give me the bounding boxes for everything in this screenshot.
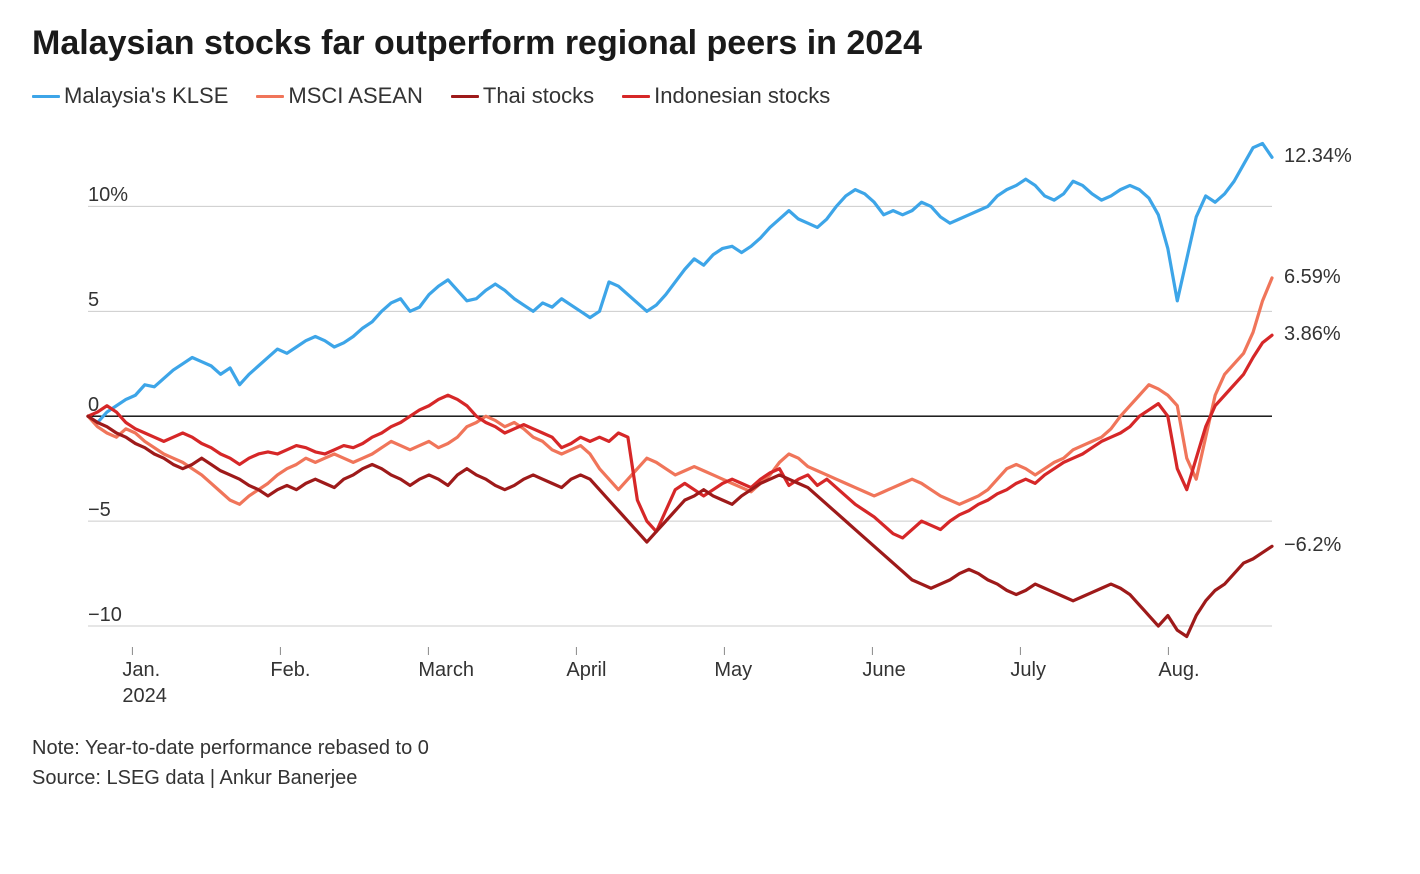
y-axis-tick-label: −10 — [88, 604, 122, 627]
y-axis-tick-label: 0 — [88, 394, 99, 417]
y-axis-tick-label: 10% — [88, 184, 128, 207]
x-axis-year-label: 2024 — [122, 685, 167, 708]
legend-item: MSCI ASEAN — [256, 83, 422, 109]
legend-label: Malaysia's KLSE — [64, 83, 228, 109]
series-end-label: 12.34% — [1284, 145, 1352, 168]
footer-note: Note: Year-to-date performance rebased t… — [32, 733, 1388, 763]
x-axis-month-label: Feb. — [270, 659, 310, 682]
y-axis-tick-label: 5 — [88, 289, 99, 312]
x-axis-month-label: May — [714, 659, 752, 682]
x-axis-month-label: April — [566, 659, 606, 682]
y-axis-tick-label: −5 — [88, 499, 111, 522]
x-axis-month-label: June — [862, 659, 905, 682]
legend-label: Indonesian stocks — [654, 83, 830, 109]
legend-swatch — [256, 95, 284, 98]
chart-legend: Malaysia's KLSE MSCI ASEAN Thai stocks Indo… — [32, 83, 1388, 109]
legend-item: Malaysia's KLSE — [32, 83, 228, 109]
series-end-label: −6.2% — [1284, 534, 1341, 557]
x-axis-month-label: Jan. — [122, 659, 160, 682]
legend-item: Indonesian stocks — [622, 83, 830, 109]
x-axis-month-label: Aug. — [1158, 659, 1199, 682]
legend-swatch — [32, 95, 60, 98]
x-axis-month-label: July — [1010, 659, 1046, 682]
series-line — [88, 278, 1272, 504]
legend-label: Thai stocks — [483, 83, 594, 109]
line-chart — [32, 117, 1388, 717]
x-axis-month-label: March — [418, 659, 474, 682]
series-line — [88, 143, 1272, 422]
footer-source: Source: LSEG data | Ankur Banerjee — [32, 763, 1388, 793]
legend-item: Thai stocks — [451, 83, 594, 109]
series-line — [88, 416, 1272, 636]
legend-label: MSCI ASEAN — [288, 83, 422, 109]
series-end-label: 3.86% — [1284, 323, 1341, 346]
legend-swatch — [451, 95, 479, 98]
legend-swatch — [622, 95, 650, 98]
series-end-label: 6.59% — [1284, 266, 1341, 289]
chart-footer: Note: Year-to-date performance rebased t… — [32, 733, 1388, 793]
chart-container: −10 −5 0 5 10% Jan. 2024 Feb. March April May June J… — [32, 117, 1388, 717]
page-title: Malaysian stocks far outperform regional… — [32, 24, 1388, 63]
